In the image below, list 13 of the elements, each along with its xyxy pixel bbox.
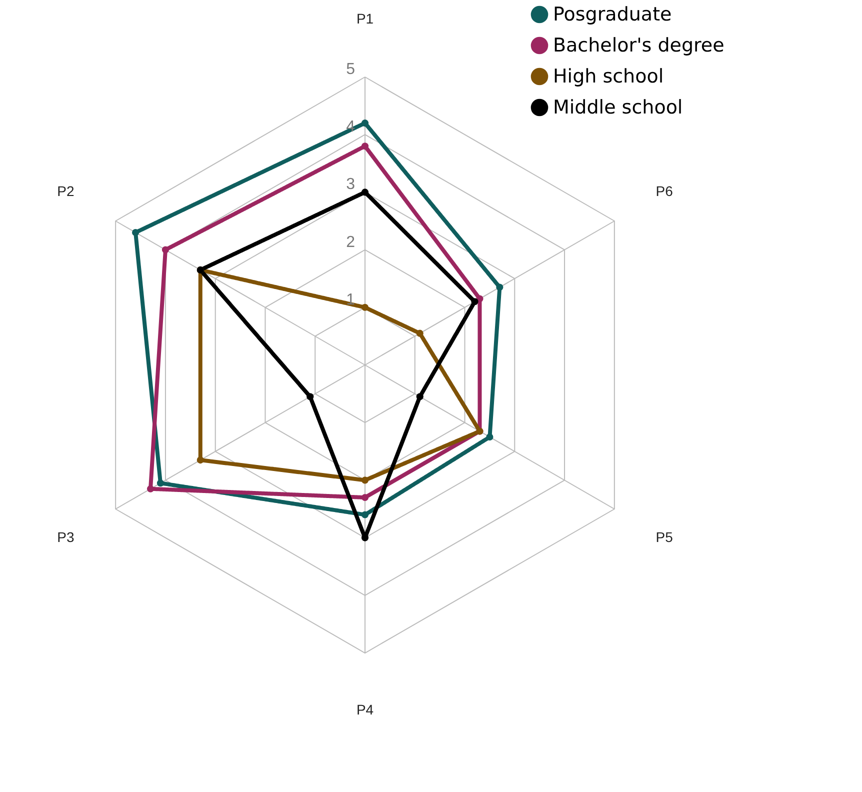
y-tick-label: 3 bbox=[346, 176, 356, 194]
spoke-label: P4 bbox=[356, 702, 374, 718]
legend-label: High school bbox=[553, 66, 664, 88]
spoke-label: P3 bbox=[57, 528, 74, 545]
y-tick-label: 5 bbox=[346, 61, 356, 78]
legend-label: Middle school bbox=[553, 96, 683, 118]
spoke-label: P2 bbox=[57, 183, 74, 200]
y-tick-label: 2 bbox=[346, 234, 356, 251]
legend-label: Bachelor's degree bbox=[553, 34, 724, 56]
spoke-label: P1 bbox=[356, 10, 374, 26]
spoke-label: P6 bbox=[656, 183, 674, 200]
legend-label: Posgraduate bbox=[553, 4, 672, 26]
spoke-label: P5 bbox=[656, 528, 674, 545]
